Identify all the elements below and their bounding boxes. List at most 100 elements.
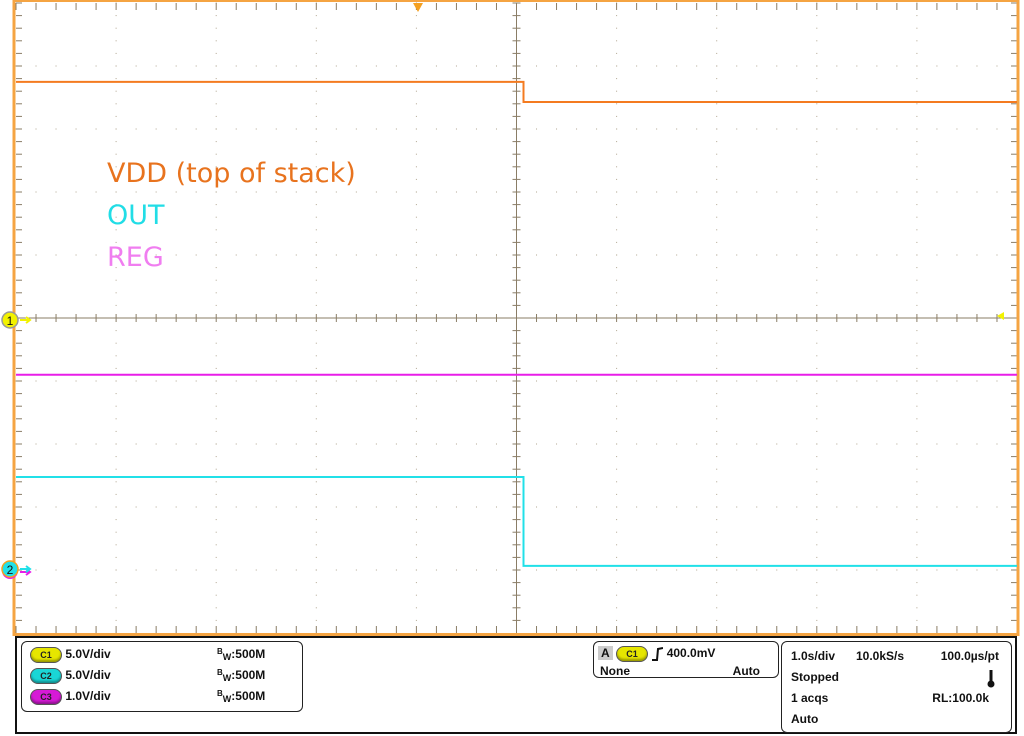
grid-dot — [495, 128, 497, 130]
grid-dot — [135, 443, 137, 445]
grid-dot — [616, 582, 618, 584]
grid-dot — [716, 103, 718, 105]
grid-dot — [876, 65, 878, 67]
rising-edge-icon — [652, 647, 664, 661]
grid-dot — [295, 191, 297, 193]
grid-dot — [816, 607, 818, 609]
grid-dot — [616, 78, 618, 80]
grid-dot — [576, 569, 578, 571]
channel-row-c2[interactable]: C2 5.0V/div — [30, 668, 111, 684]
grid-dot — [415, 393, 417, 395]
grid-dot — [255, 380, 257, 382]
grid-dot — [55, 191, 57, 193]
grid-dot — [35, 506, 37, 508]
grid-dot — [556, 191, 558, 193]
grid-dot — [255, 569, 257, 571]
grid-dot — [455, 380, 457, 382]
grid-dot — [215, 556, 217, 558]
grid-dot — [636, 191, 638, 193]
grid-dot — [916, 103, 918, 105]
grid-dot — [115, 531, 117, 533]
grid-dot — [55, 65, 57, 67]
grid-dot — [816, 430, 818, 432]
grid-dot — [636, 380, 638, 382]
grid-dot — [816, 78, 818, 80]
grid-dot — [315, 254, 317, 256]
grid-dot — [115, 178, 117, 180]
grid-dot — [315, 292, 317, 294]
grid-dot — [976, 380, 978, 382]
grid-dot — [115, 569, 117, 571]
grid-dot — [816, 166, 818, 168]
grid-dot — [395, 443, 397, 445]
channel-row-c1[interactable]: C1 5.0V/div — [30, 647, 111, 663]
grid-dot — [556, 254, 558, 256]
grid-dot — [616, 141, 618, 143]
grid-dot — [315, 342, 317, 344]
grid-dot — [215, 456, 217, 458]
grid-dot — [716, 267, 718, 269]
grid-dot — [956, 65, 958, 67]
grid-dot — [355, 128, 357, 130]
grid-dot — [315, 267, 317, 269]
grid-dot — [415, 115, 417, 117]
grid-dot — [716, 166, 718, 168]
trigger-settings-box[interactable]: A C1 400.0mV None Auto — [593, 641, 779, 678]
grid-dot — [756, 380, 758, 382]
grid-dot — [816, 128, 818, 130]
grid-dot — [576, 128, 578, 130]
grid-dot — [455, 254, 457, 256]
grid-dot — [896, 65, 898, 67]
channel-settings-box[interactable]: C1 5.0V/div BW:500M C2 5.0V/div BW:500M … — [21, 641, 303, 712]
grid-dot — [576, 380, 578, 382]
grid-dot — [315, 569, 317, 571]
grid-dot — [475, 65, 477, 67]
grid-dot — [716, 607, 718, 609]
grid-dot — [415, 178, 417, 180]
grid-dot — [235, 443, 237, 445]
grid-dot — [816, 544, 818, 546]
acquisition-box[interactable]: 1.0s/div 10.0kS/s 100.0µs/pt Stopped 1 a… — [781, 641, 1012, 733]
grid-dot — [55, 506, 57, 508]
grid-dot — [636, 506, 638, 508]
channel-row-c3[interactable]: C3 1.0V/div — [30, 689, 111, 705]
grid-dot — [495, 254, 497, 256]
ch2-ground-label: 2 — [7, 563, 14, 577]
grid-dot — [215, 367, 217, 369]
grid-dot — [95, 569, 97, 571]
grid-dot — [836, 443, 838, 445]
grid-dot — [195, 380, 197, 382]
grid-dot — [315, 582, 317, 584]
grid-dot — [696, 506, 698, 508]
grid-dot — [536, 569, 538, 571]
grid-dot — [215, 254, 217, 256]
grid-dot — [135, 65, 137, 67]
grid-dot — [95, 380, 97, 382]
trigger-position-marker — [413, 3, 423, 12]
legend-reg: REG — [107, 242, 164, 273]
grid-dot — [475, 191, 477, 193]
grid-dot — [976, 569, 978, 571]
grid-dot — [556, 65, 558, 67]
grid-dot — [295, 128, 297, 130]
grid-dot — [916, 27, 918, 29]
grid-dot — [996, 380, 998, 382]
grid-dot — [756, 506, 758, 508]
grid-dot — [155, 128, 157, 130]
grid-dot — [115, 103, 117, 105]
grid-dot — [856, 128, 858, 130]
grid-dot — [796, 128, 798, 130]
grid-dot — [616, 556, 618, 558]
grid-dot — [536, 65, 538, 67]
grid-dot — [716, 241, 718, 243]
grid-dot — [616, 229, 618, 231]
grid-dot — [816, 27, 818, 29]
grid-dot — [796, 254, 798, 256]
grid-dot — [475, 506, 477, 508]
grid-dot — [996, 569, 998, 571]
grid-dot — [435, 254, 437, 256]
grid-dot — [115, 115, 117, 117]
grid-dot — [796, 191, 798, 193]
grid-dot — [375, 254, 377, 256]
grid-dot — [315, 544, 317, 546]
